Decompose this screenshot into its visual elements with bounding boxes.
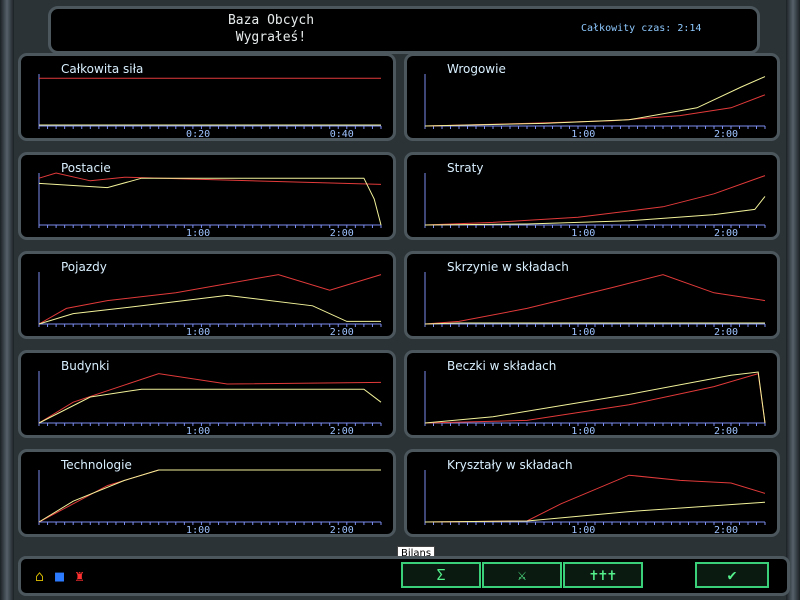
- series-yellow: [38, 388, 382, 424]
- losses-button[interactable]: ✝✝✝: [563, 562, 643, 588]
- chart-panel: Postacie 1:00 2:00: [18, 152, 396, 240]
- tick-label: 1:00: [186, 327, 210, 336]
- left-pipe: [0, 0, 14, 600]
- result-text: Wygrałeś!: [235, 30, 307, 45]
- tick-label: 1:00: [571, 327, 595, 336]
- chart-title: Technologie: [61, 458, 132, 472]
- chart-svg: 1:00 2:00: [424, 173, 766, 237]
- summary-button[interactable]: Σ: [401, 562, 481, 588]
- chart-title: Całkowita siła: [61, 62, 144, 76]
- header: Baza Obcych Wygrałeś! Całkowity czas: 2:…: [48, 6, 760, 54]
- series-yellow: [38, 294, 381, 325]
- sigma-icon: Σ: [436, 566, 446, 584]
- chart-svg: 0:20 0:40: [38, 74, 382, 138]
- tick-label: 1:00: [571, 525, 595, 534]
- series-red: [38, 469, 381, 523]
- chart-panel: Straty 1:00 2:00: [404, 152, 780, 240]
- chart-svg: 1:00 2:00: [424, 74, 766, 138]
- units-button[interactable]: ⚔: [482, 562, 562, 588]
- tick-label: 1:00: [571, 129, 595, 138]
- chart-title: Kryształy w składach: [447, 458, 573, 472]
- chart-svg: 1:00 2:00: [424, 272, 766, 336]
- tick-label: 2:00: [714, 426, 738, 435]
- soldiers-icon: ⚔: [517, 566, 527, 584]
- check-icon: ✔: [727, 566, 737, 584]
- ok-button[interactable]: ✔: [695, 562, 769, 588]
- chart-svg: 1:00 2:00: [38, 371, 382, 435]
- series-yellow: [424, 196, 766, 226]
- tick-label: 1:00: [186, 525, 210, 534]
- chart-panel: Kryształy w składach 1:00 2:00: [404, 449, 780, 537]
- chart-svg: 1:00 2:00: [38, 172, 382, 237]
- series-yellow: [38, 469, 381, 523]
- chart-svg: 1:00 2:00: [38, 469, 382, 534]
- series-yellow: [424, 322, 765, 325]
- chart-title: Postacie: [61, 161, 111, 175]
- title-block: Baza Obcych Wygrałeś!: [191, 12, 351, 46]
- chart-title: Budynki: [61, 359, 110, 373]
- person-icon[interactable]: ♜: [75, 567, 85, 585]
- chart-title: Skrzynie w składach: [447, 260, 569, 274]
- series-yellow: [424, 76, 766, 127]
- series-yellow: [38, 177, 382, 226]
- home-icon[interactable]: ⌂: [35, 567, 45, 585]
- series-red: [424, 175, 766, 226]
- chart-title: Pojazdy: [61, 260, 107, 274]
- right-pipe: [786, 0, 800, 600]
- tick-label: 2:00: [714, 228, 738, 237]
- series-red: [38, 172, 382, 185]
- series-red: [424, 274, 766, 325]
- bottom-bar: ⌂ ■ ♜ Σ ⚔ ✝✝✝ ✔: [18, 556, 790, 596]
- tick-label: 0:20: [186, 129, 210, 138]
- total-time: Całkowity czas: 2:14: [581, 23, 702, 34]
- tick-label: 2:00: [330, 327, 354, 336]
- chart-title: Wrogowie: [447, 62, 506, 76]
- series-red: [38, 274, 382, 325]
- chart-panel: Technologie 1:00 2:00: [18, 449, 396, 537]
- vehicle-icon[interactable]: ■: [55, 567, 65, 585]
- chart-svg: 1:00 2:00: [424, 470, 766, 534]
- chart-title: Beczki w składach: [447, 359, 557, 373]
- chart-panel: Skrzynie w składach 1:00 2:00: [404, 251, 780, 339]
- chart-panel: Pojazdy 1:00 2:00: [18, 251, 396, 339]
- tick-label: 2:00: [330, 228, 354, 237]
- tick-label: 1:00: [186, 426, 210, 435]
- tick-label: 2:00: [330, 525, 354, 534]
- map-name: Baza Obcych: [227, 13, 315, 28]
- tick-label: 2:00: [714, 129, 738, 138]
- tick-label: 1:00: [186, 228, 210, 237]
- tick-label: 1:00: [571, 426, 595, 435]
- chart-panel: Wrogowie 1:00 2:00: [404, 53, 780, 141]
- tick-label: 2:00: [330, 426, 354, 435]
- chart-panel: Całkowita siła 0:20 0:40: [18, 53, 396, 141]
- chart-title: Straty: [447, 161, 484, 175]
- tick-label: 2:00: [714, 327, 738, 336]
- tick-label: 0:40: [330, 129, 354, 138]
- series-yellow: [424, 501, 766, 523]
- tick-label: 1:00: [571, 228, 595, 237]
- chart-panel: Budynki 1:00 2:00: [18, 350, 396, 438]
- series-red: [424, 372, 766, 424]
- series-yellow: [424, 371, 766, 424]
- chart-svg: 1:00 2:00: [38, 272, 382, 336]
- series-red: [38, 373, 382, 424]
- chart-svg: 1:00 2:00: [424, 371, 766, 435]
- tick-label: 2:00: [714, 525, 738, 534]
- graves-icon: ✝✝✝: [589, 566, 617, 584]
- chart-panel: Beczki w składach 1:00 2:00: [404, 350, 780, 438]
